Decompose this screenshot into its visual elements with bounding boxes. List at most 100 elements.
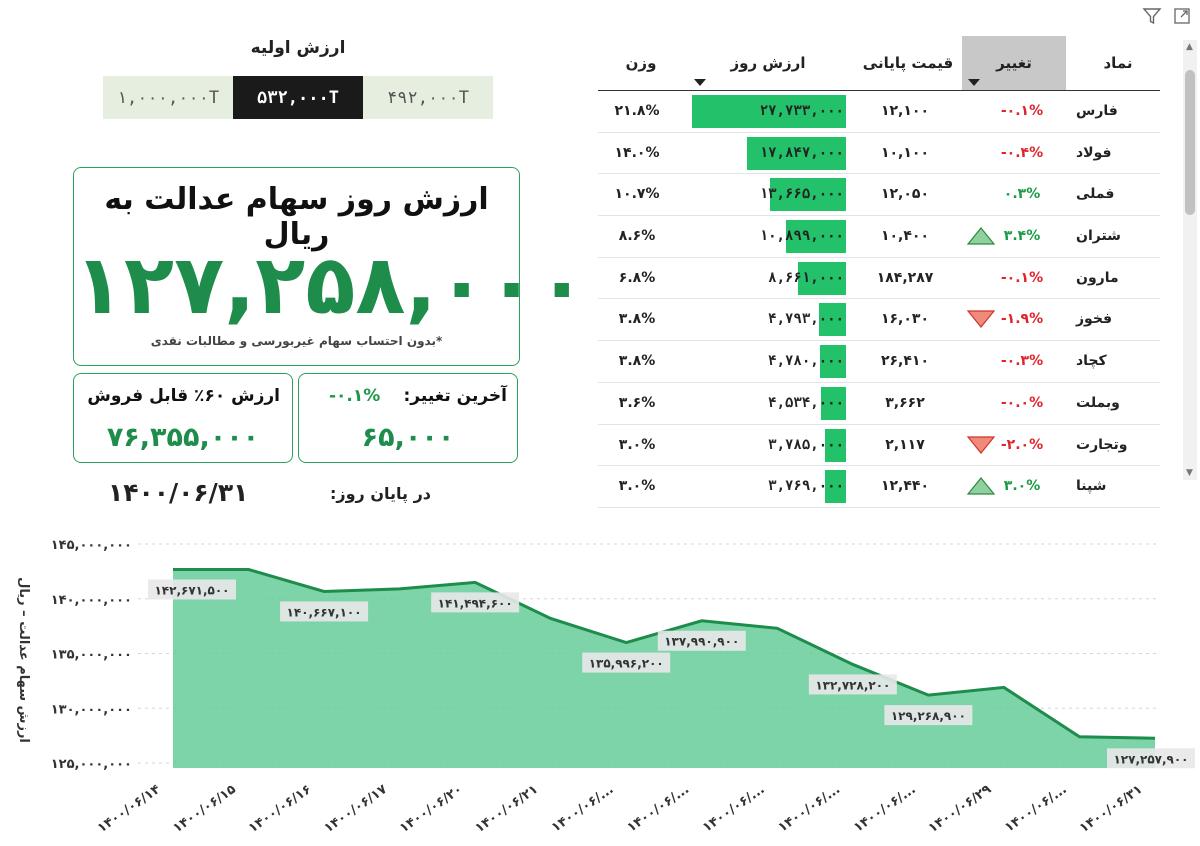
row-value-cell: ۳,۷۸۵,۰۰۰ bbox=[690, 425, 846, 465]
scrollbar-thumb[interactable] bbox=[1185, 70, 1195, 215]
row-value-cell: ۴,۷۹۳,۰۰۰ bbox=[690, 299, 846, 339]
table-row[interactable]: فارس -۰.۱% ۱۲,۱۰۰ ۲۷,۷۳۳,۰۰۰ ۲۱.۸% bbox=[598, 91, 1160, 133]
row-price: ۱۲,۱۰۰ bbox=[880, 103, 930, 119]
row-value-cell: ۸,۶۶۱,۰۰۰ bbox=[690, 258, 846, 298]
table-row[interactable]: فخوز -۱.۹% ۱۶,۰۳۰ ۴,۷۹۳,۰۰۰ ۳.۸% bbox=[598, 299, 1160, 342]
row-value-bar bbox=[747, 136, 846, 170]
x-tick-label: ۱۴۰۰/۰۶/... bbox=[1002, 782, 1070, 836]
row-change: ۳.۰% bbox=[1003, 478, 1041, 495]
row-weight: ۳.۶% bbox=[618, 394, 656, 411]
row-value-bar bbox=[820, 386, 846, 420]
row-symbol: وبملت bbox=[1076, 394, 1120, 411]
table-row[interactable]: فولاد -۰.۴% ۱۰,۱۰۰ ۱۷,۸۴۷,۰۰۰ ۱۴.۰% bbox=[598, 133, 1160, 175]
row-symbol: شتران bbox=[1076, 228, 1121, 245]
table-row[interactable]: کچاد -۰.۳% ۲۶,۴۱۰ ۴,۷۸۰,۰۰۰ ۳.۸% bbox=[598, 341, 1160, 383]
last-change-value: ۶۵,۰۰۰ bbox=[361, 422, 455, 453]
row-price: ۲۶,۴۱۰ bbox=[880, 353, 930, 370]
row-weight: ۳.۸% bbox=[618, 353, 656, 370]
row-symbol: کچاد bbox=[1076, 353, 1107, 370]
row-value: ۴,۷۸۰,۰۰۰ bbox=[768, 353, 844, 370]
table-row[interactable]: شپنا ۳.۰% ۱۲,۴۴۰ ۳,۷۶۹,۰۰۰ ۳.۰% bbox=[598, 466, 1160, 508]
trend-empty bbox=[964, 133, 998, 173]
row-symbol: شپنا bbox=[1076, 478, 1107, 495]
header-weight[interactable]: وزن bbox=[625, 54, 657, 72]
scroll-up-icon[interactable]: ▲ bbox=[1186, 42, 1193, 52]
scroll-down-icon[interactable]: ▼ bbox=[1186, 468, 1193, 478]
row-weight: ۳.۰% bbox=[618, 436, 656, 453]
row-value-cell: ۳,۷۶۹,۰۰۰ bbox=[690, 466, 846, 506]
initial-value-option-1[interactable]: ۱,۰۰۰,۰۰۰T bbox=[103, 76, 233, 119]
table-row[interactable]: وتجارت -۲.۰% ۲,۱۱۷ ۳,۷۸۵,۰۰۰ ۳.۰% bbox=[598, 425, 1160, 467]
x-tick-label: ۱۴۰۰/۰۶/۲۹ bbox=[926, 782, 994, 836]
x-tick-label: ۱۴۰۰/۰۶/... bbox=[700, 782, 768, 836]
row-value-bar bbox=[692, 95, 846, 128]
sellable-value: ۷۶,۳۵۵,۰۰۰ bbox=[106, 422, 260, 453]
data-label-bg bbox=[582, 652, 671, 673]
trend-empty bbox=[964, 258, 998, 298]
data-label-bg bbox=[280, 601, 369, 622]
row-value-bar bbox=[798, 261, 846, 295]
row-change: -۲.۰% bbox=[1000, 436, 1044, 453]
table-scrollbar[interactable]: ▲ ▼ bbox=[1183, 40, 1197, 480]
last-change-percent: -۰.۱% bbox=[329, 386, 381, 406]
table-row[interactable]: وبملت -۰.۰% ۳,۶۶۲ ۴,۵۳۴,۰۰۰ ۳.۶% bbox=[598, 383, 1160, 425]
y-tick-label: ۱۴۵,۰۰۰,۰۰۰ bbox=[51, 538, 132, 553]
trend-empty bbox=[964, 383, 998, 423]
row-value-bar bbox=[819, 303, 846, 337]
total-value-note: *بدون احتساب سهام غیربورسی و مطالبات نقد… bbox=[150, 334, 443, 348]
initial-value-option-3[interactable]: ۴۹۲,۰۰۰T bbox=[363, 76, 493, 119]
row-symbol: مارون bbox=[1076, 269, 1119, 286]
header-symbol[interactable]: نماد bbox=[1103, 54, 1133, 72]
row-price: ۱۶,۰۳۰ bbox=[880, 311, 930, 328]
y-axis-label: ارزش سهام عدالت – ریال bbox=[16, 577, 31, 743]
portfolio-table: نماد تغییر قیمت پایانی ارزش روز وزن فارس… bbox=[598, 36, 1160, 508]
row-value-cell: ۱۳,۶۶۵,۰۰۰ bbox=[690, 174, 846, 214]
data-label-bg bbox=[148, 579, 236, 600]
row-weight: ۸.۶% bbox=[618, 228, 656, 245]
data-label-bg bbox=[431, 592, 520, 613]
data-label: ۱۴۱,۴۹۴,۶۰۰ bbox=[438, 596, 513, 610]
row-change: ۰.۳% bbox=[1003, 186, 1041, 203]
header-change-label: تغییر bbox=[996, 54, 1032, 72]
initial-value-title: ارزش اولیه bbox=[250, 38, 346, 58]
y-tick-label: ۱۳۰,۰۰۰,۰۰۰ bbox=[51, 702, 132, 717]
trend-empty bbox=[964, 174, 998, 214]
x-tick-label: ۱۴۰۰/۰۶/۲۱ bbox=[473, 782, 541, 836]
header-change[interactable]: تغییر bbox=[962, 36, 1066, 90]
row-price: ۱۲,۰۵۰ bbox=[880, 186, 930, 203]
filter-icon[interactable] bbox=[1142, 6, 1162, 26]
focus-mode-icon[interactable] bbox=[1172, 6, 1192, 26]
data-label-bg bbox=[657, 630, 746, 651]
data-label-bg bbox=[884, 705, 973, 726]
row-symbol: وتجارت bbox=[1076, 436, 1128, 453]
total-value-title: ارزش روز سهام عدالت به ریال bbox=[104, 182, 489, 252]
x-tick-label: ۱۴۰۰/۰۶/... bbox=[851, 782, 919, 836]
table-row[interactable]: شتران ۳.۴% ۱۰,۴۰۰ ۱۰,۸۹۹,۰۰۰ ۸.۶% bbox=[598, 216, 1160, 258]
row-symbol: فولاد bbox=[1076, 144, 1112, 161]
end-of-day-date: ۱۴۰۰/۰۶/۳۱ bbox=[108, 478, 249, 507]
sellable-value-label: ارزش ۶۰٪ قابل فروش bbox=[87, 386, 280, 406]
initial-value-option-2[interactable]: ۵۳۲,۰۰۰T bbox=[233, 76, 363, 119]
row-price: ۱۲,۴۴۰ bbox=[880, 478, 930, 495]
x-tick-label: ۱۴۰۰/۰۶/۱۷ bbox=[322, 782, 390, 836]
row-weight: ۱۰.۷% bbox=[614, 186, 660, 203]
header-price[interactable]: قیمت پایانی bbox=[862, 54, 954, 72]
table-row[interactable]: مارون -۰.۱% ۱۸۴,۲۸۷ ۸,۶۶۱,۰۰۰ ۶.۸% bbox=[598, 258, 1160, 300]
row-weight: ۳.۸% bbox=[618, 311, 656, 328]
header-value[interactable]: ارزش روز bbox=[690, 36, 846, 90]
row-symbol: فارس bbox=[1076, 103, 1118, 119]
data-label-bg bbox=[1107, 748, 1195, 769]
x-tick-label: ۱۴۰۰/۰۶/... bbox=[776, 782, 844, 836]
sort-arrow-icon bbox=[968, 79, 980, 86]
row-price: ۱۸۴,۲۸۷ bbox=[876, 269, 934, 286]
row-value: ۴,۷۹۳,۰۰۰ bbox=[768, 311, 844, 328]
row-change: -۰.۱% bbox=[1000, 103, 1044, 119]
trend-up-icon bbox=[964, 216, 998, 256]
initial-value-selector: ۱,۰۰۰,۰۰۰T ۵۳۲,۰۰۰T ۴۹۲,۰۰۰T bbox=[103, 76, 493, 119]
row-value-cell: ۴,۷۸۰,۰۰۰ bbox=[690, 341, 846, 381]
row-price: ۱۰,۱۰۰ bbox=[880, 144, 930, 161]
y-tick-label: ۱۲۵,۰۰۰,۰۰۰ bbox=[51, 757, 132, 772]
trend-empty bbox=[964, 341, 998, 381]
table-row[interactable]: فملی ۰.۳% ۱۲,۰۵۰ ۱۳,۶۶۵,۰۰۰ ۱۰.۷% bbox=[598, 174, 1160, 217]
x-tick-label: ۱۴۰۰/۰۶/۱۵ bbox=[170, 782, 238, 836]
